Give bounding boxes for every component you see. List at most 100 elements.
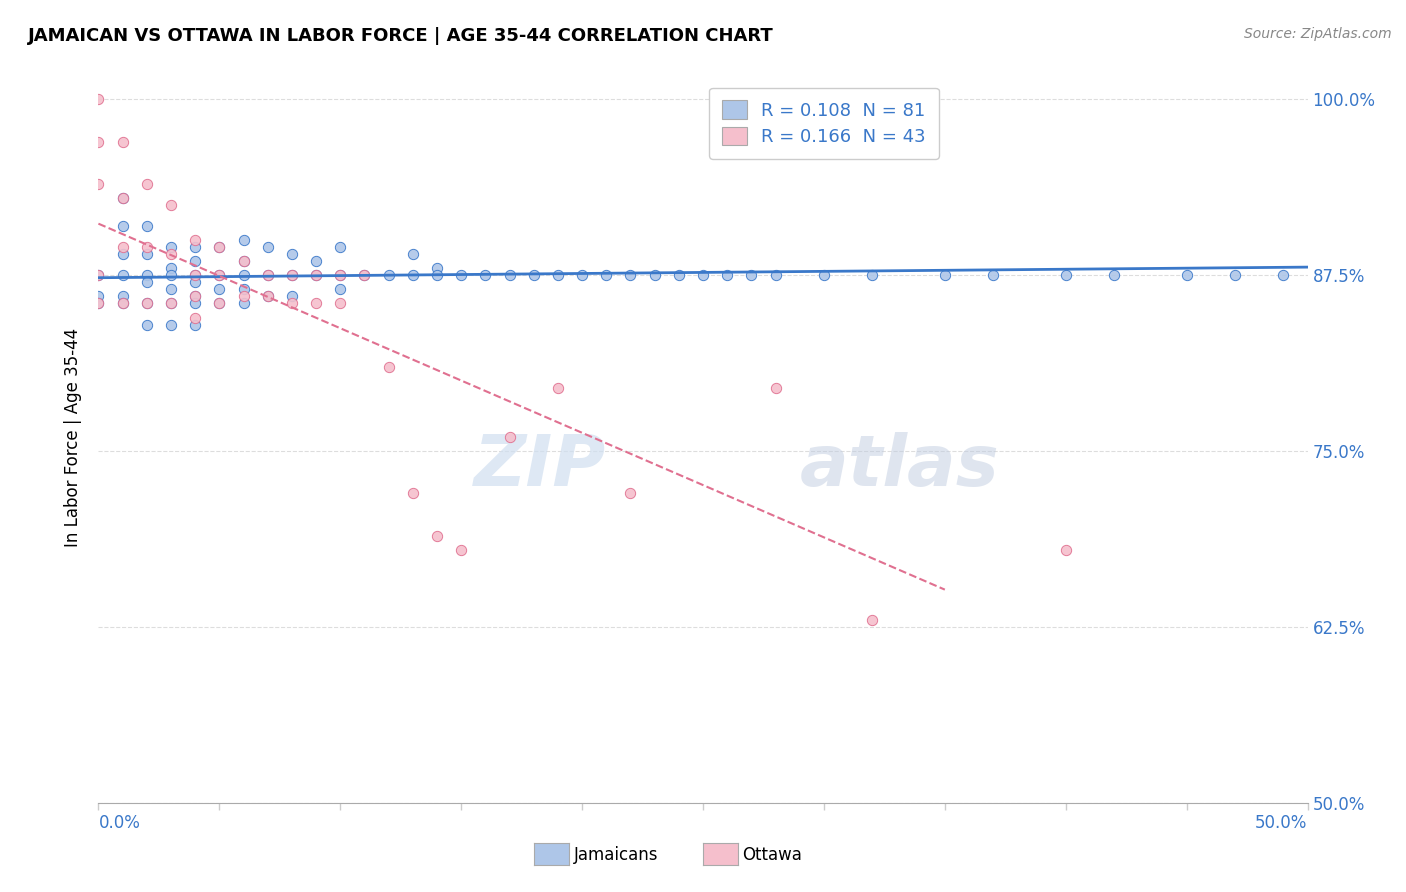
Point [232, 268, 254, 283]
Point [160, 296, 183, 310]
Point [281, 268, 304, 283]
Point [135, 177, 157, 191]
Point [353, 268, 375, 283]
Point [184, 289, 207, 303]
Point [111, 296, 134, 310]
Point [184, 254, 207, 268]
Point [111, 268, 134, 283]
Point [981, 268, 1004, 283]
Point [813, 268, 835, 283]
Point [523, 268, 546, 283]
Point [184, 268, 207, 283]
Point [595, 268, 617, 283]
Point [208, 296, 231, 310]
Point [571, 268, 593, 283]
Point [450, 542, 472, 557]
Point [208, 268, 231, 283]
Point [135, 268, 157, 283]
Point [450, 268, 472, 283]
Point [160, 261, 183, 276]
Text: Jamaicans: Jamaicans [574, 846, 658, 863]
Point [402, 247, 425, 261]
Point [208, 240, 231, 254]
Point [256, 268, 278, 283]
Point [208, 268, 231, 283]
Point [111, 191, 134, 205]
Point [184, 240, 207, 254]
Point [184, 296, 207, 310]
Point [87, 268, 110, 283]
Point [184, 289, 207, 303]
Point [87, 268, 110, 283]
Point [160, 240, 183, 254]
Point [1175, 268, 1198, 283]
Point [87, 289, 110, 303]
Point [232, 254, 254, 268]
Point [135, 318, 157, 332]
Point [111, 289, 134, 303]
Point [426, 261, 449, 276]
Point [111, 219, 134, 233]
Point [402, 486, 425, 500]
Point [160, 247, 183, 261]
Point [256, 268, 278, 283]
Text: Source: ZipAtlas.com: Source: ZipAtlas.com [1244, 27, 1392, 41]
Point [547, 268, 569, 283]
Point [184, 318, 207, 332]
Legend: R = 0.108  N = 81, R = 0.166  N = 43: R = 0.108 N = 81, R = 0.166 N = 43 [709, 87, 939, 159]
Point [377, 268, 399, 283]
Point [305, 296, 328, 310]
Point [305, 268, 328, 283]
Point [87, 93, 110, 107]
Point [135, 247, 157, 261]
Point [329, 268, 352, 283]
Point [860, 268, 883, 283]
Point [87, 135, 110, 149]
Point [281, 289, 304, 303]
Point [498, 268, 520, 283]
Point [644, 268, 666, 283]
Point [111, 296, 134, 310]
Point [111, 240, 134, 254]
Point [160, 318, 183, 332]
Point [305, 254, 328, 268]
Point [87, 177, 110, 191]
Point [426, 268, 449, 283]
Point [135, 276, 157, 290]
Text: ZIP: ZIP [474, 432, 606, 500]
Point [208, 240, 231, 254]
Point [329, 240, 352, 254]
Point [111, 135, 134, 149]
Point [305, 268, 328, 283]
Point [668, 268, 690, 283]
Point [184, 276, 207, 290]
Point [135, 240, 157, 254]
Text: 0.0%: 0.0% [98, 814, 141, 832]
Point [208, 282, 231, 296]
Point [619, 486, 641, 500]
Point [160, 282, 183, 296]
Point [160, 198, 183, 212]
Point [256, 289, 278, 303]
Point [353, 268, 375, 283]
Point [740, 268, 762, 283]
Point [232, 282, 254, 296]
Point [160, 296, 183, 310]
Point [135, 296, 157, 310]
Point [111, 191, 134, 205]
Point [377, 359, 399, 374]
Point [329, 282, 352, 296]
Point [1223, 268, 1246, 283]
Point [87, 296, 110, 310]
Point [1054, 542, 1077, 557]
Point [184, 268, 207, 283]
Point [135, 296, 157, 310]
Point [692, 268, 714, 283]
Y-axis label: In Labor Force | Age 35-44: In Labor Force | Age 35-44 [65, 327, 83, 547]
Point [1054, 268, 1077, 283]
Point [184, 233, 207, 247]
Text: atlas: atlas [800, 432, 1000, 500]
Point [232, 296, 254, 310]
Point [860, 613, 883, 627]
Text: 50.0%: 50.0% [1256, 814, 1308, 832]
